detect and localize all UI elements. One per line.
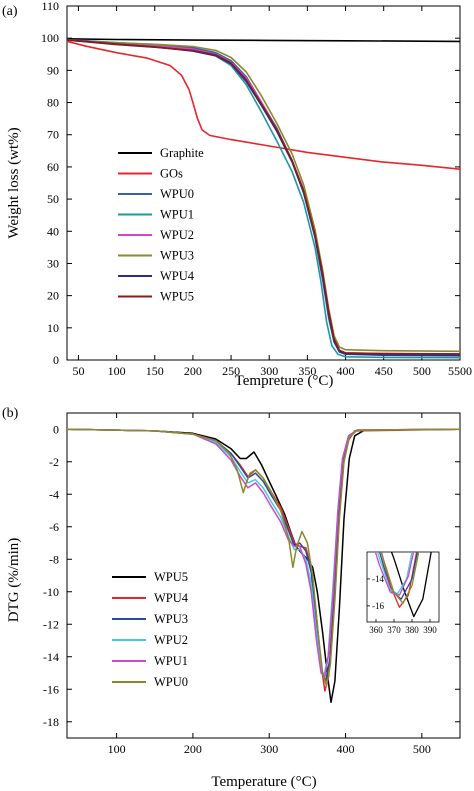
legend-a: Graphite GOs WPU0 WPU1 WPU2 WPU3 WPU4 WPU5 [118, 146, 204, 304]
series-line-wpu1 [66, 428, 461, 678]
plot-frame-b [66, 412, 461, 739]
legend-label: WPU2 [160, 228, 194, 242]
legend-label: WPU3 [160, 249, 194, 263]
y-tick-label: 80 [47, 96, 59, 110]
inset-x-tick-label: 360 [369, 625, 383, 635]
series-line-wpu1 [66, 38, 461, 359]
x-axis-title-b: Temperature (°C) [211, 774, 316, 790]
series-line-wpu0 [66, 38, 461, 357]
legend-label: WPU5 [154, 570, 188, 584]
inset-zoom-plot: 360 370 380 390 -14 -16 [366, 551, 440, 635]
series-line-gos [66, 40, 461, 170]
x-tick-label: 5500 [448, 364, 472, 378]
series-line-wpu4 [66, 39, 461, 357]
y-tick-label: -16 [43, 682, 59, 696]
legend-label: GOs [160, 167, 183, 181]
series-line-wpu5 [66, 39, 461, 355]
inset-x-tick-label: 380 [405, 625, 419, 635]
axis-ticks-b: 100 200 300 400 500 0 -2 -4 -6 -8 -10 -12 -14 -16 -18 [43, 413, 460, 756]
series-line-graphite [66, 38, 461, 43]
chart-panel-b: (b) 100 200 300 400 500 0 -2 -4 -6 -8 -10 -12 -14 -16… [2, 406, 461, 790]
x-tick-label: 500 [413, 742, 431, 756]
y-tick-label: -2 [49, 455, 59, 469]
y-tick-label: -14 [43, 650, 59, 664]
plot-frame-a [66, 5, 461, 361]
x-tick-label: 400 [337, 742, 355, 756]
y-tick-label: 50 [47, 192, 59, 206]
y-tick-label: 60 [47, 160, 59, 174]
inset-axis-ticks: 360 370 380 390 -14 -16 [367, 574, 437, 635]
legend-label: WPU4 [160, 269, 195, 283]
x-tick-label: 500 [413, 364, 431, 378]
y-tick-label: 10 [47, 321, 59, 335]
x-tick-label: 300 [260, 742, 278, 756]
chart-panel-a: (a) 50 100 150 200 250 300 350 400 450 500 5500 0 10… [2, 0, 472, 389]
x-tick-label: 250 [222, 364, 240, 378]
legend-label: WPU5 [160, 290, 194, 304]
y-tick-label: 40 [47, 224, 59, 238]
y-tick-label: 20 [47, 289, 59, 303]
series-lines-b [66, 428, 461, 704]
y-tick-label: -6 [49, 520, 59, 534]
inset-x-tick-label: 370 [387, 625, 401, 635]
y-tick-label: 110 [41, 0, 59, 13]
legend-label: Graphite [160, 146, 204, 160]
y-axis-title-b: DTG (%/min) [6, 538, 22, 623]
panel-label-b: (b) [2, 406, 19, 421]
series-lines-a [66, 38, 461, 359]
series-line-wpu0 [66, 428, 461, 687]
inset-y-tick-label: -14 [372, 574, 384, 584]
y-tick-label: 90 [47, 63, 59, 77]
y-tick-label: -18 [43, 715, 59, 729]
x-tick-label: 400 [337, 364, 355, 378]
x-tick-label: 100 [108, 364, 126, 378]
y-tick-label: 70 [47, 128, 59, 142]
legend-label: WPU4 [154, 591, 189, 605]
y-tick-label: -4 [49, 487, 59, 501]
legend-label: WPU2 [154, 633, 188, 647]
legend-b: WPU5 WPU4 WPU3 WPU2 WPU1 WPU0 [112, 570, 189, 689]
panel-label-a: (a) [2, 4, 18, 19]
x-tick-label: 350 [298, 364, 316, 378]
legend-label: WPU3 [154, 612, 188, 626]
x-tick-label: 150 [146, 364, 164, 378]
y-tick-label: -10 [43, 585, 59, 599]
y-tick-label: 0 [53, 353, 59, 367]
legend-label: WPU0 [154, 675, 188, 689]
inset-x-tick-label: 390 [423, 625, 437, 635]
legend-label: WPU1 [154, 654, 188, 668]
axis-ticks-a: 50 100 150 200 250 300 350 400 450 500 5500 0 10 20 30… [41, 0, 472, 378]
inset-y-tick-label: -16 [372, 601, 384, 611]
legend-label: WPU0 [160, 187, 194, 201]
y-axis-title-a: Weight loss (wt%) [6, 127, 22, 238]
series-line-wpu2 [66, 39, 461, 355]
y-tick-label: -8 [49, 552, 59, 566]
legend-label: WPU1 [160, 208, 194, 222]
x-tick-label: 450 [375, 364, 393, 378]
x-tick-label: 300 [260, 364, 278, 378]
y-tick-label: -12 [43, 617, 59, 631]
x-tick-label: 100 [108, 742, 126, 756]
y-tick-label: 30 [47, 256, 59, 270]
y-tick-label: 100 [41, 31, 59, 45]
x-tick-label: 200 [184, 364, 202, 378]
series-line-wpu3 [66, 39, 461, 353]
x-axis-title-a: Tempreture (°C) [235, 373, 334, 389]
x-tick-label: 50 [72, 364, 84, 378]
x-tick-label: 200 [184, 742, 202, 756]
y-tick-label: 0 [53, 422, 59, 436]
